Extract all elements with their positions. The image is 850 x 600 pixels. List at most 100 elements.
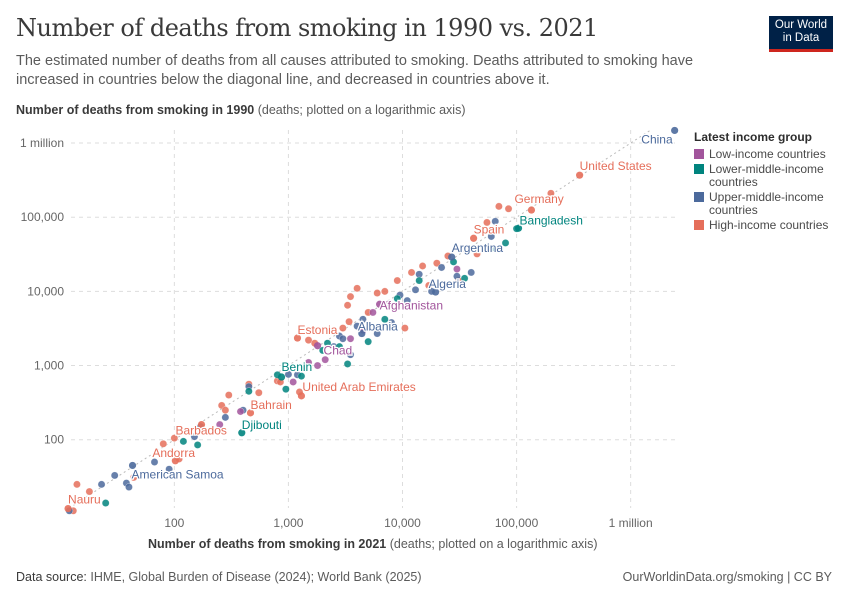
data-point — [364, 337, 372, 346]
legend-item-upper-middle-income[interactable]: Upper-middle-income countries — [694, 191, 844, 217]
y-tick-label: 1,000 — [34, 359, 64, 373]
data-point — [433, 259, 441, 267]
point-label: Estonia — [297, 323, 337, 337]
data-point — [73, 480, 81, 489]
data-point — [129, 473, 138, 482]
point-label: Djibouti — [242, 418, 282, 432]
data-point — [346, 350, 355, 359]
data-point-albania — [358, 329, 366, 338]
credit-link[interactable]: OurWorldinData.org/smoking | CC BY — [622, 570, 832, 584]
data-point — [407, 268, 416, 277]
legend-swatch — [694, 192, 704, 202]
data-point — [313, 361, 322, 370]
data-point — [381, 315, 389, 324]
point-label: Germany — [514, 192, 563, 206]
data-point — [401, 324, 409, 332]
data-point — [403, 296, 411, 305]
data-point-algeria — [431, 288, 440, 296]
x-tick-label: 100 — [164, 516, 184, 530]
x-tick-label: 1,000 — [273, 516, 303, 530]
data-point — [467, 268, 475, 277]
data-point — [345, 317, 353, 326]
y-tick-label: 1 million — [20, 136, 64, 150]
point-label: Spain — [474, 222, 505, 236]
data-source-text: IHME, Global Burden of Disease (2024); W… — [90, 570, 422, 584]
point-label: Argentina — [452, 241, 504, 255]
data-point — [339, 334, 347, 343]
data-point — [335, 342, 344, 351]
data-point — [547, 189, 555, 198]
data-point — [323, 339, 332, 347]
data-point — [236, 407, 245, 416]
y-tick-label: 10,000 — [27, 284, 64, 298]
data-point — [319, 346, 327, 355]
data-point — [85, 487, 94, 496]
data-point — [321, 355, 329, 364]
data-point — [282, 385, 290, 393]
data-point — [453, 265, 461, 273]
data-point — [289, 378, 297, 386]
data-point — [384, 300, 393, 309]
data-point — [381, 287, 389, 296]
data-point — [346, 334, 355, 343]
data-point — [460, 274, 469, 283]
data-point-estonia — [293, 334, 302, 342]
data-point — [159, 440, 168, 448]
data-point — [487, 232, 496, 241]
data-point — [353, 284, 361, 293]
legend-title: Latest income group — [694, 130, 813, 144]
data-point — [495, 202, 503, 211]
x-axis-title-main: Number of deaths from smoking in 2021 — [148, 537, 387, 551]
data-point — [343, 360, 352, 368]
data-point — [501, 239, 510, 247]
point-label: Afghanistan — [380, 298, 443, 312]
data-point — [393, 294, 402, 303]
data-point — [491, 217, 499, 226]
data-point — [373, 329, 381, 338]
data-point — [369, 308, 377, 317]
logo-line-1: Our World — [774, 19, 828, 31]
x-tick-label: 1 million — [609, 516, 653, 530]
y-axis-title: Number of deaths from smoking in 1990 (d… — [16, 103, 465, 117]
data-point-benin — [277, 373, 286, 381]
x-tick-label: 10,000 — [384, 516, 421, 530]
data-point — [487, 244, 496, 253]
data-point-andorra — [171, 457, 179, 465]
data-point — [221, 406, 230, 414]
data-point-nauru — [64, 504, 72, 513]
data-point — [225, 391, 233, 399]
data-point — [373, 289, 381, 297]
data-point — [415, 276, 423, 285]
owid-logo[interactable]: Our World in Data — [769, 16, 833, 52]
legend-swatch — [694, 164, 704, 174]
x-axis-unit: (deaths; plotted on a logarithmic axis) — [389, 537, 598, 551]
legend-label: Lower-middle-income countries — [709, 162, 824, 189]
data-point-united-arab-emirates — [297, 392, 306, 400]
data-point — [437, 263, 446, 272]
data-point — [411, 286, 420, 294]
data-point-bahrain — [246, 409, 255, 417]
data-point — [216, 420, 224, 429]
data-point-barbados — [197, 420, 206, 429]
data-point — [346, 292, 355, 301]
data-point — [304, 358, 313, 367]
legend-item-high-income[interactable]: High-income countries — [694, 219, 844, 232]
data-point — [97, 480, 106, 489]
legend-item-lower-middle-income[interactable]: Lower-middle-income countries — [694, 163, 844, 189]
data-point — [245, 387, 253, 396]
legend-label: Low-income countries — [709, 147, 826, 161]
point-label: American Samoa — [132, 467, 224, 481]
data-point — [101, 499, 110, 507]
legend-item-low-income[interactable]: Low-income countries — [694, 148, 844, 161]
point-label: Algeria — [429, 277, 467, 291]
y-axis-title-main: Number of deaths from smoking in 1990 — [16, 103, 255, 117]
point-label: United Arab Emirates — [302, 380, 415, 394]
chart-subtitle: The estimated number of deaths from all … — [16, 53, 694, 88]
data-point — [110, 471, 119, 480]
data-point — [179, 437, 188, 446]
data-point-american-samoa — [128, 461, 137, 470]
data-point — [165, 465, 173, 473]
legend-swatch — [694, 220, 704, 230]
